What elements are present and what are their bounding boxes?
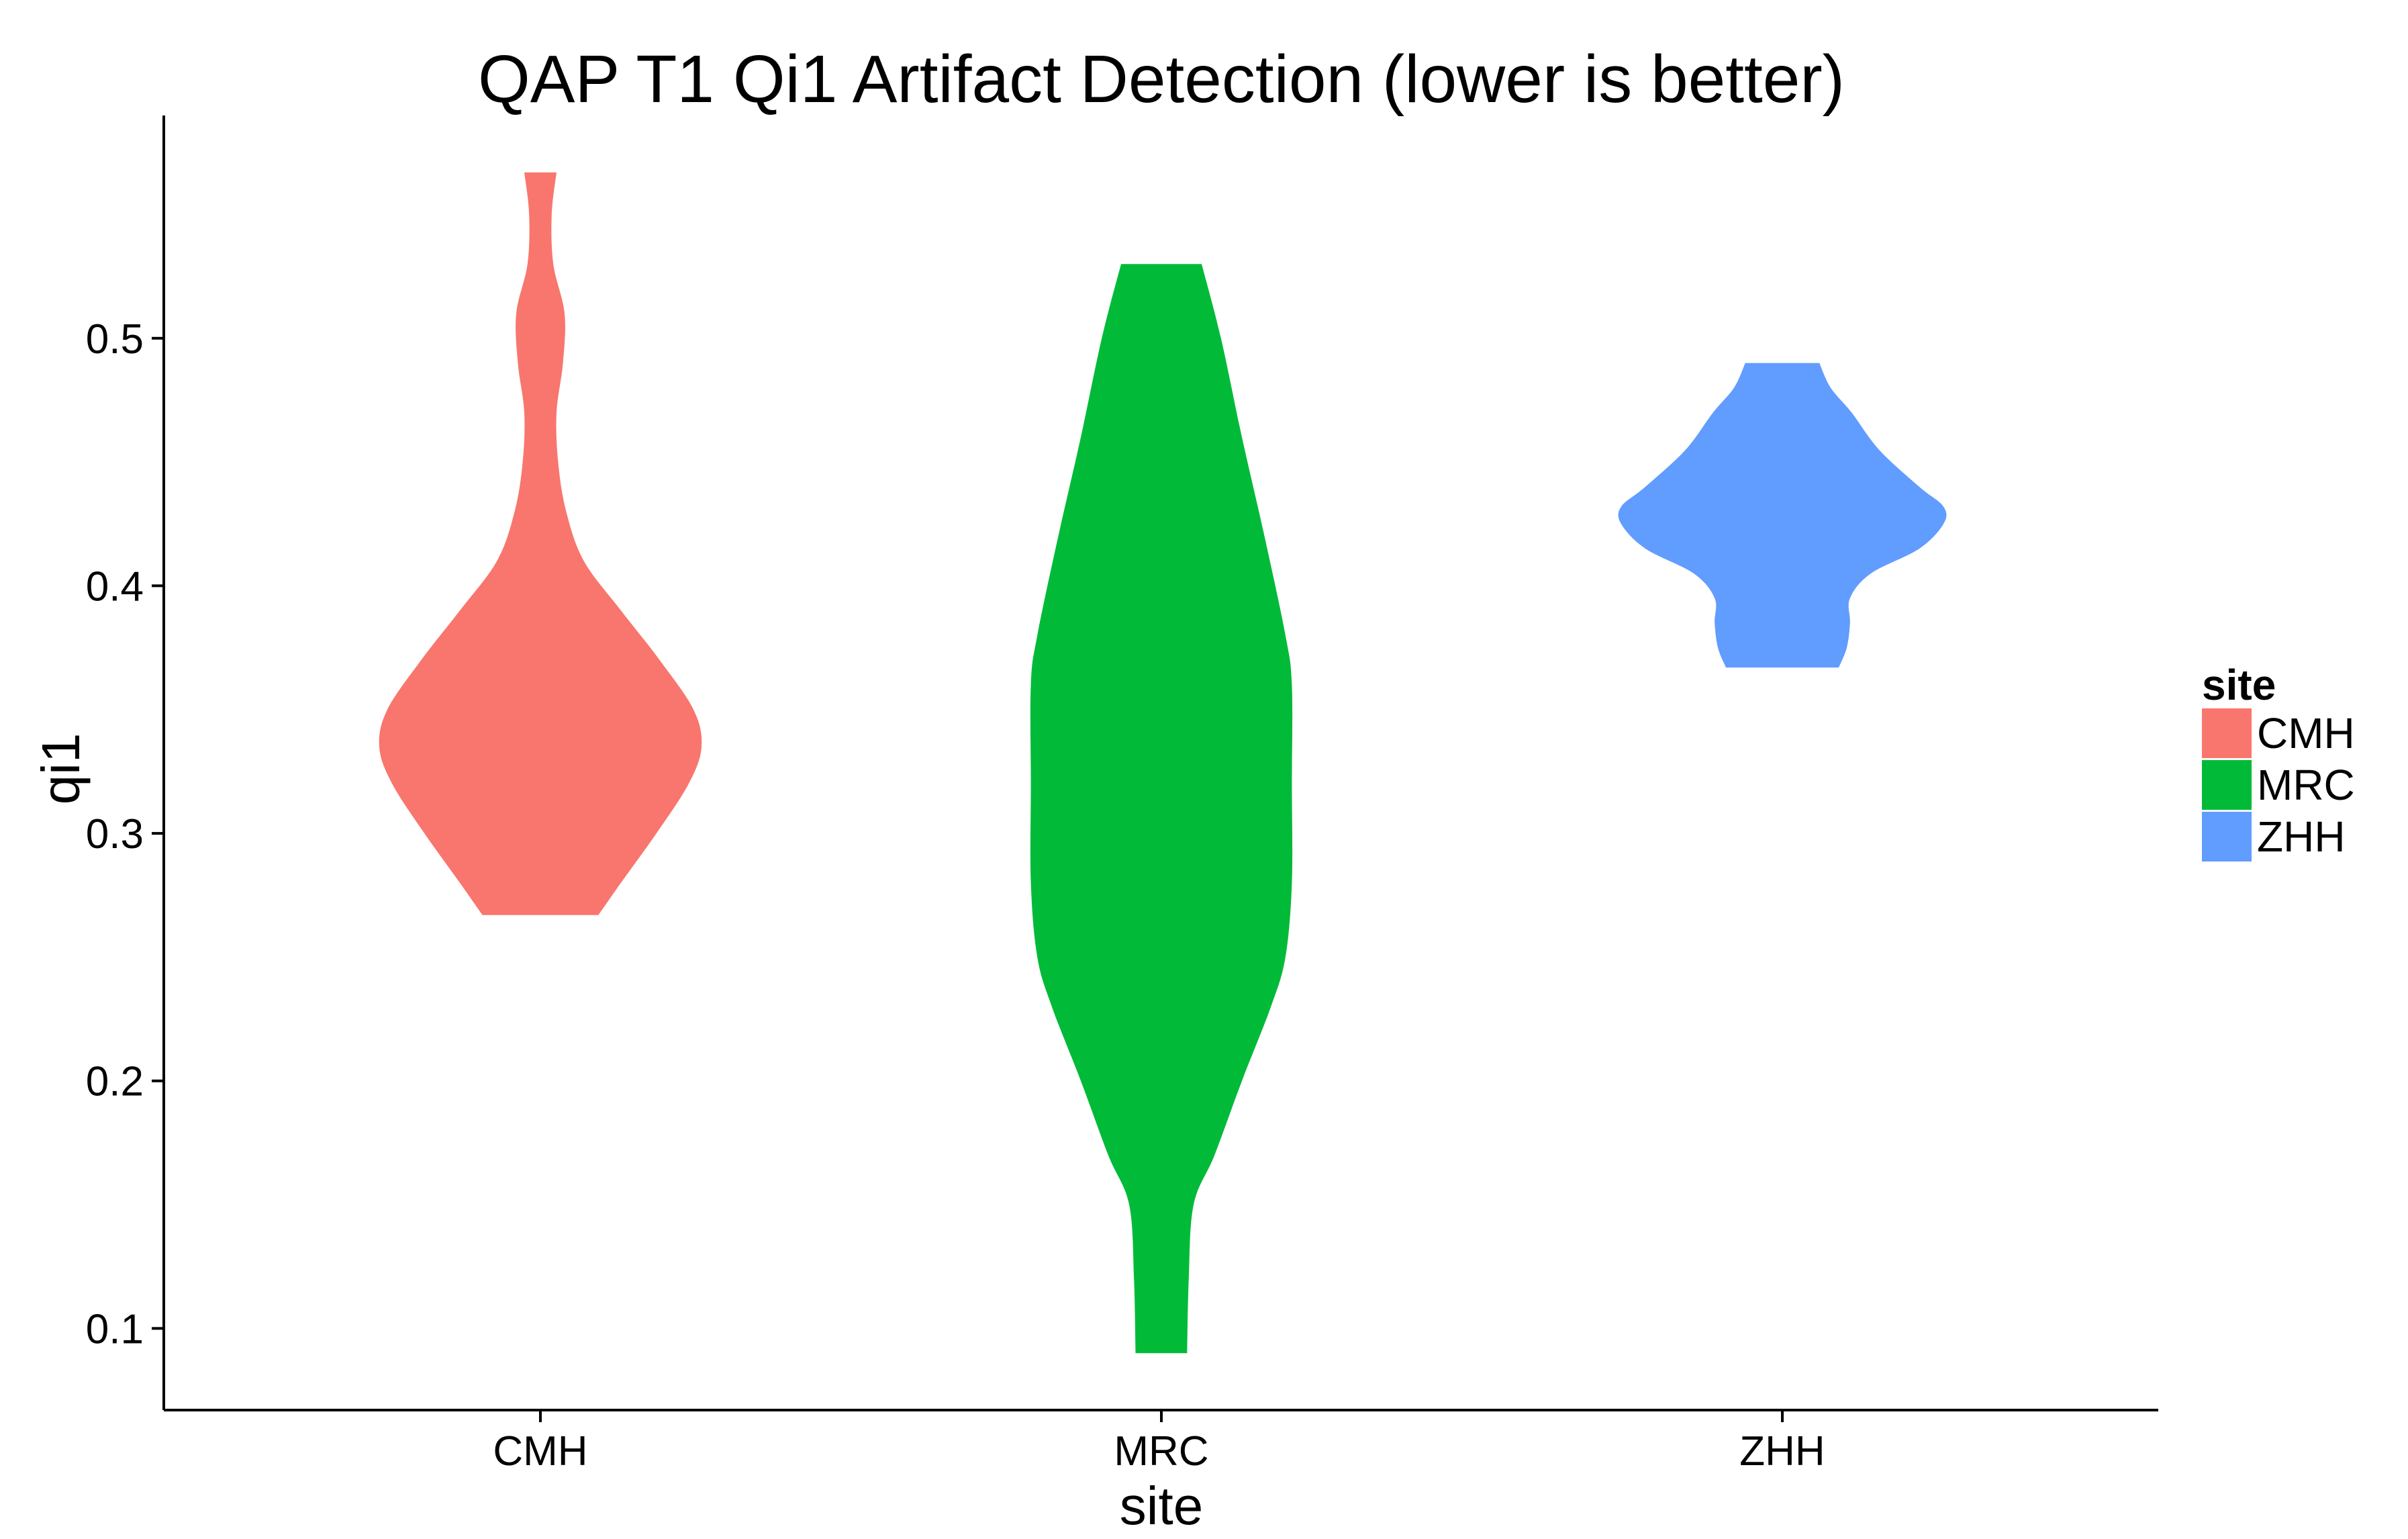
y-ticks: 0.1 0.2 0.3 0.4 0.5 <box>86 316 164 1352</box>
y-tick-label: 0.1 <box>86 1306 144 1352</box>
x-tick-label: ZHH <box>1739 1428 1825 1475</box>
chart-title: QAP T1 Qi1 Artifact Detection (lower is … <box>478 42 1845 117</box>
y-tick-label: 0.2 <box>86 1059 144 1105</box>
legend-title: site <box>2202 661 2276 709</box>
y-axis-title: qi1 <box>31 733 91 805</box>
x-axis-title: site <box>1120 1476 1204 1536</box>
legend-swatch-zhh <box>2202 812 2252 861</box>
x-ticks: CMH MRC ZHH <box>493 1410 1825 1475</box>
legend-label-mrc: MRC <box>2257 761 2355 809</box>
y-tick-label: 0.4 <box>86 563 144 610</box>
x-tick-label: CMH <box>493 1428 587 1475</box>
x-tick-label: MRC <box>1114 1428 1208 1475</box>
legend-label-zhh: ZHH <box>2257 812 2346 861</box>
y-tick-label: 0.5 <box>86 316 144 363</box>
violin-cmh <box>379 172 702 915</box>
violin-layer <box>379 172 1947 1354</box>
violin-mrc <box>1030 264 1293 1354</box>
legend-label-cmh: CMH <box>2257 709 2355 757</box>
legend-swatch-cmh <box>2202 708 2252 758</box>
violin-zhh <box>1618 363 1947 668</box>
legend-swatch-mrc <box>2202 760 2252 810</box>
y-tick-label: 0.3 <box>86 811 144 857</box>
